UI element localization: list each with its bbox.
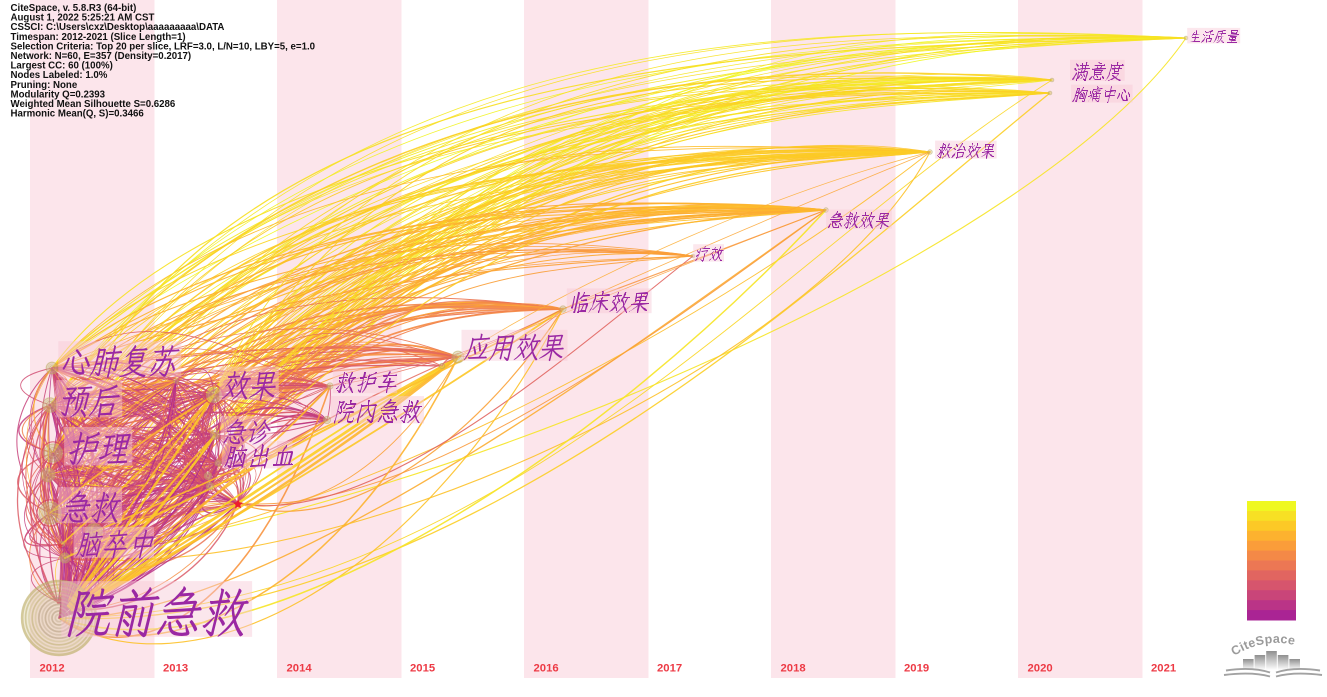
svg-text:August 1, 2022 5:25:21 AM CST: August 1, 2022 5:25:21 AM CST <box>11 13 155 24</box>
svg-text:2014: 2014 <box>287 663 313 675</box>
svg-text:Nodes Labeled: 1.0%: Nodes Labeled: 1.0% <box>11 70 108 81</box>
svg-text:2019: 2019 <box>904 663 929 675</box>
svg-text:Weighted Mean Silhouette S=0.6: Weighted Mean Silhouette S=0.6286 <box>11 99 176 110</box>
svg-text:Harmonic Mean(Q, S)=0.3466: Harmonic Mean(Q, S)=0.3466 <box>11 109 145 120</box>
svg-text:2015: 2015 <box>410 663 435 675</box>
svg-text:Network: N=60, E=357 (Density=: Network: N=60, E=357 (Density=0.2017) <box>11 51 192 62</box>
svg-text:Largest CC: 60 (100%): Largest CC: 60 (100%) <box>11 61 113 72</box>
svg-text:2021: 2021 <box>1151 663 1176 675</box>
svg-text:2018: 2018 <box>781 663 806 675</box>
svg-text:2020: 2020 <box>1028 663 1053 675</box>
svg-text:2013: 2013 <box>163 663 188 675</box>
svg-text:2017: 2017 <box>657 663 682 675</box>
svg-text:Timespan: 2012-2021 (Slice Len: Timespan: 2012-2021 (Slice Length=1) <box>11 32 186 43</box>
svg-text:Pruning: None: Pruning: None <box>11 80 78 91</box>
svg-text:2016: 2016 <box>534 663 559 675</box>
svg-text:CSSCI: C:\Users\cxz\Desktop\aa: CSSCI: C:\Users\cxz\Desktop\aaaaaaaaa\DA… <box>11 22 225 33</box>
svg-text:CiteSpace, v. 5.8.R3 (64-bit): CiteSpace, v. 5.8.R3 (64-bit) <box>11 3 137 14</box>
svg-text:Selection Criteria: Top 20 per: Selection Criteria: Top 20 per slice, LR… <box>11 41 316 52</box>
svg-text:2012: 2012 <box>40 663 65 675</box>
svg-text:Modularity Q=0.2393: Modularity Q=0.2393 <box>11 89 106 100</box>
